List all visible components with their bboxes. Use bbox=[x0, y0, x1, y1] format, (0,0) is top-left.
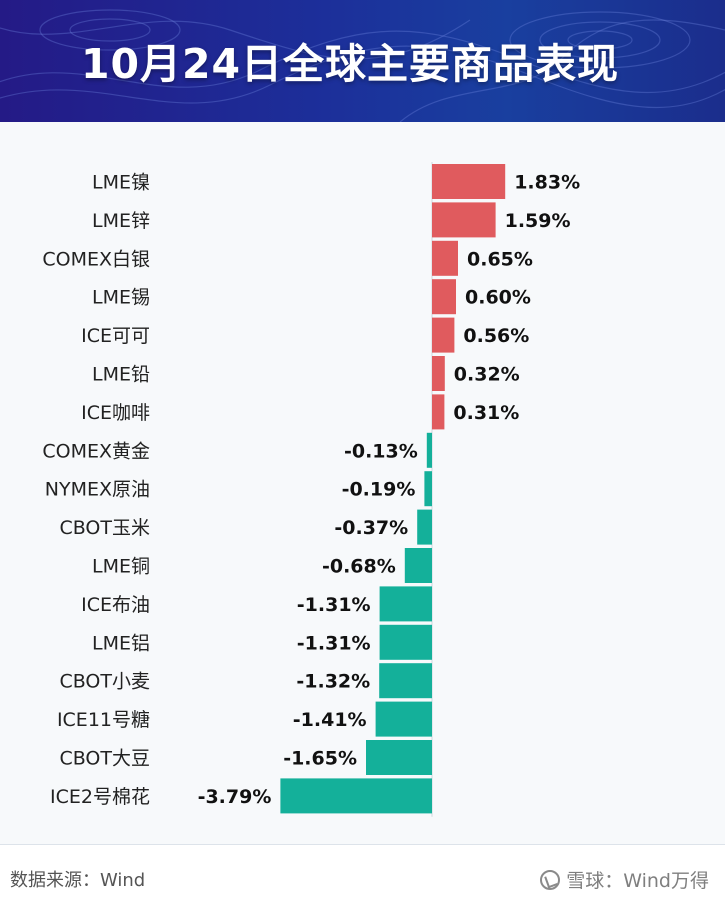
value-label: 0.56% bbox=[463, 325, 529, 347]
bar bbox=[424, 471, 432, 507]
value-label: 0.32% bbox=[454, 364, 520, 386]
value-label: -0.68% bbox=[322, 556, 396, 578]
bar bbox=[379, 663, 432, 699]
category-label: COMEX白银 bbox=[42, 248, 150, 270]
value-label: 0.65% bbox=[467, 248, 533, 270]
watermark-text: 雪球：Wind万得 bbox=[566, 870, 709, 892]
xueqiu-logo-icon bbox=[540, 869, 561, 890]
bar bbox=[366, 740, 432, 775]
category-label: ICE布油 bbox=[81, 594, 150, 616]
bar-chart: LME镍 1.83% LME锌 1.59% COMEX白银 0.65% LME锡 0.60% I… bbox=[42, 162, 580, 817]
bar bbox=[432, 317, 455, 353]
contour-pattern-decoration bbox=[0, 9, 725, 122]
category-label: LME镍 bbox=[92, 172, 150, 194]
value-label: -1.31% bbox=[297, 632, 371, 654]
page-title: 10月24日全球主要商品表现 bbox=[80, 40, 620, 88]
data-source-note: 数据来源：Wind bbox=[10, 870, 146, 891]
category-label: ICE11号糖 bbox=[57, 709, 150, 731]
category-label: COMEX黄金 bbox=[42, 440, 150, 462]
value-label: -0.19% bbox=[342, 479, 416, 501]
chart-panel bbox=[0, 122, 725, 845]
bar bbox=[432, 356, 445, 391]
value-label: 1.59% bbox=[505, 210, 571, 232]
watermark: 雪球：Wind万得 bbox=[540, 866, 709, 893]
category-label: ICE2号棉花 bbox=[50, 786, 150, 808]
value-label: -0.13% bbox=[344, 440, 418, 462]
value-label: 0.31% bbox=[453, 402, 519, 424]
category-label: LME铜 bbox=[92, 556, 150, 578]
value-label: 1.83% bbox=[514, 172, 580, 194]
category-label: ICE咖啡 bbox=[81, 402, 150, 424]
category-label: CBOT小麦 bbox=[59, 671, 150, 693]
category-label: CBOT玉米 bbox=[59, 517, 150, 539]
category-label: LME铝 bbox=[92, 632, 150, 654]
category-label: LME锡 bbox=[92, 287, 150, 309]
category-label: CBOT大豆 bbox=[59, 748, 150, 770]
header-banner: 10月24日全球主要商品表现 bbox=[0, 0, 725, 122]
bar bbox=[417, 509, 432, 545]
bar bbox=[432, 202, 496, 238]
bar bbox=[280, 778, 432, 814]
category-label: NYMEX原油 bbox=[45, 479, 150, 501]
value-label: -3.79% bbox=[198, 786, 272, 808]
value-label: -1.65% bbox=[283, 748, 357, 770]
value-label: -1.31% bbox=[297, 594, 371, 616]
bar bbox=[375, 701, 432, 737]
bar bbox=[379, 624, 432, 660]
bar bbox=[432, 279, 456, 315]
bar bbox=[432, 240, 458, 276]
category-label: ICE可可 bbox=[81, 325, 150, 347]
bar bbox=[404, 548, 432, 583]
bars-group: LME镍 1.83% LME锌 1.59% COMEX白银 0.65% LME锡 0.60% I… bbox=[42, 164, 580, 814]
category-label: LME铅 bbox=[92, 364, 150, 386]
value-label: -0.37% bbox=[334, 517, 408, 539]
category-label: LME锌 bbox=[92, 210, 150, 232]
value-label: 0.60% bbox=[465, 287, 531, 309]
bar bbox=[426, 432, 432, 468]
bar bbox=[432, 164, 506, 199]
bar bbox=[432, 394, 445, 430]
value-label: -1.41% bbox=[293, 709, 367, 731]
bar bbox=[379, 586, 432, 622]
value-label: -1.32% bbox=[296, 671, 370, 693]
